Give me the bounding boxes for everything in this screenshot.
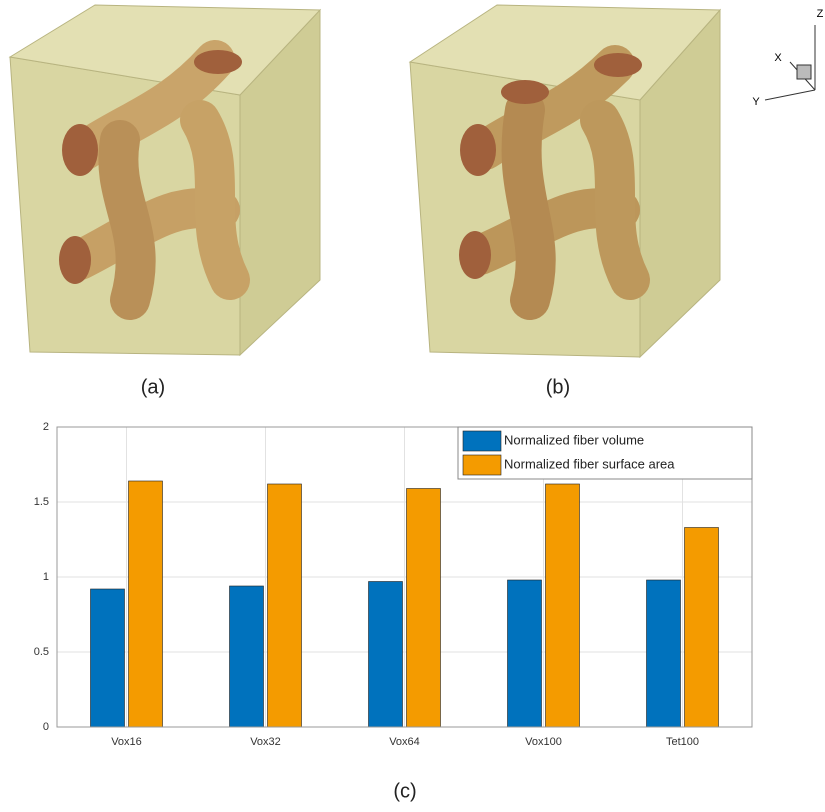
x-tick-label: Tet100 <box>666 736 699 748</box>
legend-swatch <box>462 454 502 476</box>
x-tick-label: Vox64 <box>389 736 420 748</box>
bar <box>545 483 580 728</box>
y-tick-label: 0 <box>43 721 49 733</box>
bar <box>406 488 441 728</box>
cube-a <box>8 4 322 357</box>
plot-frame <box>56 426 753 728</box>
y-tick-label: 2 <box>43 421 49 433</box>
x-tick-label: Vox100 <box>525 736 562 748</box>
triad-z: Z <box>817 8 824 20</box>
bar <box>507 579 542 728</box>
panel-label: (c) <box>393 780 416 802</box>
legend-box <box>457 426 753 480</box>
triad-x: X <box>774 52 782 64</box>
legend-label: Normalized fiber volume <box>504 432 644 447</box>
y-tick-label: 1.5 <box>34 496 49 508</box>
triad-y: Y <box>752 96 760 108</box>
x-tick-label: Vox16 <box>111 736 142 748</box>
bar <box>368 581 403 728</box>
legend-label: Normalized fiber surface area <box>504 456 675 471</box>
cube-b <box>408 4 722 359</box>
y-tick-label: 1 <box>43 571 49 583</box>
panel-label: (a) <box>141 376 165 398</box>
bar <box>128 480 163 728</box>
axis-triad <box>764 25 816 101</box>
bar <box>229 585 264 728</box>
bar <box>267 483 302 728</box>
x-tick-label: Vox32 <box>250 736 281 748</box>
panel-label: (b) <box>546 376 570 398</box>
y-tick-label: 0.5 <box>34 646 49 658</box>
legend-swatch <box>462 430 502 452</box>
bar <box>90 588 125 728</box>
bar <box>646 579 681 728</box>
bar <box>684 527 719 728</box>
